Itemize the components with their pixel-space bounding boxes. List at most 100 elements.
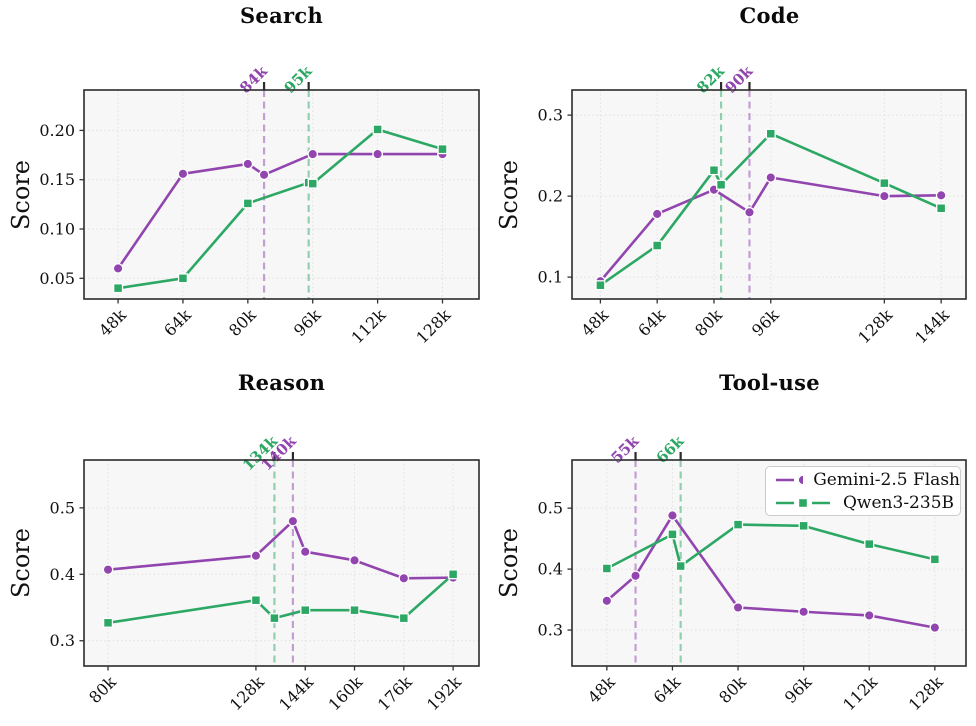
- data-point-square: [250, 595, 261, 606]
- chart-title-reason: Reason: [237, 370, 326, 395]
- y-tick-label: 0.4: [538, 560, 563, 579]
- y-tick-label: 0.2: [538, 187, 563, 206]
- y-tick-label: 0.5: [538, 499, 563, 518]
- x-tick-label: 144k: [911, 305, 953, 347]
- data-point-square: [652, 240, 663, 251]
- x-tick-label: 80k: [85, 672, 120, 707]
- data-point-circle: [307, 148, 319, 160]
- data-point-square: [595, 280, 606, 291]
- x-tick-label: 96k: [781, 672, 816, 707]
- data-point-circle: [258, 169, 270, 181]
- chart-panel-reason: Reason Score 134k 140k 80k 128k 144k 160k 176k…: [0, 363, 488, 726]
- x-tick-label: 96k: [290, 305, 325, 340]
- y-tick-label: 0.3: [50, 631, 75, 650]
- data-point-circle: [372, 148, 383, 160]
- x-tick-label: 80k: [225, 305, 260, 340]
- data-point-square: [798, 520, 809, 531]
- data-point-circle: [102, 564, 114, 575]
- x-tick-label: 48k: [578, 305, 613, 340]
- x-tick-label: 80k: [715, 672, 750, 707]
- data-point-square: [864, 539, 875, 550]
- y-tick-label: 0.15: [39, 170, 75, 189]
- y-tick-label: 0.3: [538, 621, 563, 640]
- x-tick-label: 112k: [839, 672, 881, 714]
- x-tick-label: 192k: [423, 672, 465, 714]
- legend-sample-gemini-line-icon: [776, 474, 804, 485]
- y-tick-label: 0.4: [50, 565, 75, 584]
- data-point-circle: [287, 515, 299, 527]
- data-point-circle: [651, 208, 663, 220]
- x-tick-label: 80k: [691, 305, 726, 340]
- data-point-square: [300, 605, 311, 616]
- x-tick-label: 64k: [634, 305, 669, 340]
- legend-sample-qwen-line-icon: [776, 497, 830, 508]
- data-point-circle: [929, 622, 941, 633]
- legend-item-gemini: Gemini-2.5 Flash: [766, 469, 960, 490]
- legend-box: Gemini-2.5 Flash Qwen3-235B: [765, 466, 961, 516]
- x-tick-label: 128k: [226, 672, 268, 714]
- data-point-square: [437, 144, 448, 155]
- data-point-square: [372, 124, 383, 135]
- x-tick-label: 128k: [412, 305, 454, 347]
- chart-panel-tool-use: Tool-use Score 55k 66k 48k 64k 80k 96k 112k 128…: [488, 363, 976, 726]
- y-tick-label: 0.05: [39, 269, 75, 288]
- data-point-square: [398, 613, 409, 624]
- data-point-square: [349, 605, 360, 616]
- y-tick-label: 0.5: [50, 498, 75, 517]
- x-tick-label: 96k: [748, 305, 783, 340]
- x-tick-label: 160k: [324, 672, 366, 714]
- chart-panel-search: Search Score 84k 95k 48k 64k 80k 96k 112k 128k 0…: [0, 0, 488, 363]
- data-point-square: [307, 178, 318, 189]
- data-point-square: [765, 128, 776, 139]
- data-point-circle: [299, 546, 311, 558]
- legend-label-qwen: Qwen3-235B: [843, 492, 954, 513]
- y-tick-label: 0.20: [39, 121, 75, 140]
- data-point-circle: [798, 606, 809, 618]
- plot-area: [84, 460, 479, 666]
- data-point-circle: [177, 168, 189, 180]
- data-point-circle: [398, 572, 410, 584]
- y-tick-label: 0.10: [39, 220, 75, 239]
- data-point-circle: [879, 190, 890, 202]
- legend-marker-circle: [797, 474, 804, 485]
- data-point-circle: [765, 172, 777, 183]
- data-point-square: [102, 617, 114, 628]
- data-point-circle: [112, 263, 124, 274]
- y-tick-label: 0.1: [538, 268, 563, 287]
- data-point-circle: [349, 554, 360, 566]
- chart-title-code: Code: [739, 3, 800, 28]
- data-point-circle: [667, 510, 678, 521]
- data-point-square: [716, 179, 727, 190]
- data-point-circle: [732, 602, 744, 613]
- data-point-square: [242, 198, 253, 209]
- data-point-circle: [601, 595, 613, 607]
- data-point-square: [269, 613, 280, 624]
- plot-border: [571, 89, 967, 300]
- plot-border: [83, 89, 480, 300]
- data-point-circle: [935, 189, 947, 201]
- data-point-square: [708, 165, 720, 176]
- x-tick-label: 128k: [854, 305, 896, 347]
- x-tick-label: 176k: [374, 672, 416, 714]
- x-tick-label: 64k: [650, 672, 685, 707]
- data-point-square: [113, 283, 124, 294]
- x-tick-label: 128k: [905, 672, 947, 714]
- data-point-circle: [250, 550, 262, 562]
- x-tick-label: 48k: [95, 305, 130, 340]
- chart-title-search: Search: [239, 3, 324, 28]
- data-point-circle: [630, 570, 641, 582]
- legend-item-qwen: Qwen3-235B: [766, 492, 960, 513]
- data-point-square: [667, 529, 678, 540]
- x-tick-label: 144k: [275, 672, 317, 714]
- data-point-square: [448, 569, 459, 580]
- x-tick-label: 64k: [160, 305, 195, 340]
- data-point-circle: [242, 158, 254, 170]
- chart-panel-code: Code Score 82k 90k 48k 64k 80k 96k 128k 144k 0.1…: [488, 0, 976, 363]
- data-point-circle: [863, 610, 875, 621]
- data-point-square: [601, 563, 612, 574]
- data-point-square: [732, 519, 744, 530]
- plot-border: [571, 459, 967, 667]
